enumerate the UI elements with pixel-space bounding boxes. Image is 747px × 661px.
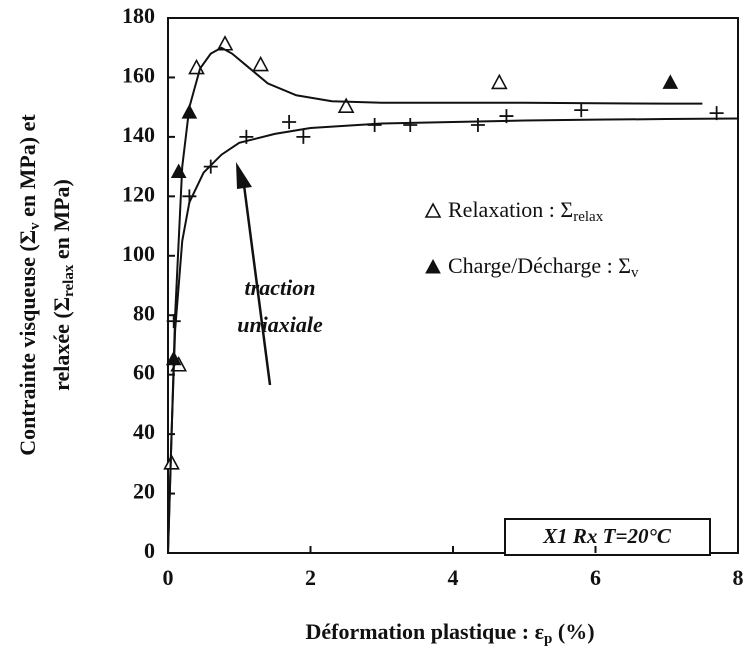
x-tick-label: 0 <box>163 565 174 590</box>
y-tick-label: 80 <box>133 300 155 325</box>
fit-curve <box>167 117 739 554</box>
cross <box>282 115 297 130</box>
y-tick-label: 60 <box>133 360 155 385</box>
cross <box>574 103 589 118</box>
x-axis-label-subscript: p <box>544 631 552 647</box>
annotation: uniaxiale <box>237 312 323 337</box>
y-axis-label: relaxée (Σrelax en MPa) <box>49 179 77 391</box>
open-triangle <box>337 97 355 113</box>
y-tick-label: 160 <box>122 62 155 87</box>
legend-label-part: Relaxation : Σ <box>448 197 573 222</box>
cross <box>403 118 418 132</box>
y-tick-label: 40 <box>133 419 155 444</box>
x-axis-label-part: (%) <box>552 619 594 644</box>
open-triangle <box>252 55 269 72</box>
y-axis-label-part: Contrainte visqueuse (Σ <box>15 230 40 456</box>
y-axis-label-subscript: relax <box>61 264 77 297</box>
legend-label-subscript: relax <box>573 209 603 225</box>
y-tick-label: 140 <box>122 122 155 147</box>
y-tick-label: 180 <box>122 3 155 28</box>
legend-label: Charge/Décharge : Σv <box>448 253 639 281</box>
filled-triangle <box>170 163 187 179</box>
x-axis-label: Déformation plastique : εp (%) <box>305 619 594 647</box>
condition-label: X1 Rx T=20°C <box>542 524 672 548</box>
x-tick-label: 6 <box>590 565 601 590</box>
y-axis-label-subscript: v <box>27 222 43 230</box>
y-tick-label: 120 <box>122 181 155 206</box>
condition-box <box>504 518 711 556</box>
y-axis-label-part: en MPa) <box>49 179 74 265</box>
annotation-arrow <box>242 184 272 386</box>
y-tick-label: 0 <box>144 538 155 563</box>
legend-marker <box>424 202 442 218</box>
open-triangle <box>490 73 508 90</box>
y-axis-label: Contrainte visqueuse (Σv en MPa) et <box>15 114 43 456</box>
legend-label-subscript: v <box>631 265 639 281</box>
arrow-head <box>236 162 252 189</box>
x-tick-label: 4 <box>448 565 459 590</box>
x-tick-label: 8 <box>733 565 744 590</box>
y-tick-label: 20 <box>133 479 155 504</box>
x-axis-label-part: Déformation plastique : ε <box>305 619 544 644</box>
cross <box>166 314 181 329</box>
x-tick-label: 2 <box>305 565 316 590</box>
y-axis-label-part: relaxée (Σ <box>49 297 74 391</box>
legend-marker <box>425 258 441 274</box>
filled-triangle <box>662 74 679 89</box>
annotation: traction <box>245 275 316 300</box>
y-axis-label-part: en MPa) et <box>15 114 40 223</box>
legend-label-part: Charge/Décharge : Σ <box>448 253 631 278</box>
cross <box>296 129 311 144</box>
legend-label: Relaxation : Σrelax <box>448 197 604 225</box>
y-tick-label: 100 <box>122 241 155 266</box>
cross <box>470 118 485 132</box>
fit-curve <box>167 46 703 554</box>
